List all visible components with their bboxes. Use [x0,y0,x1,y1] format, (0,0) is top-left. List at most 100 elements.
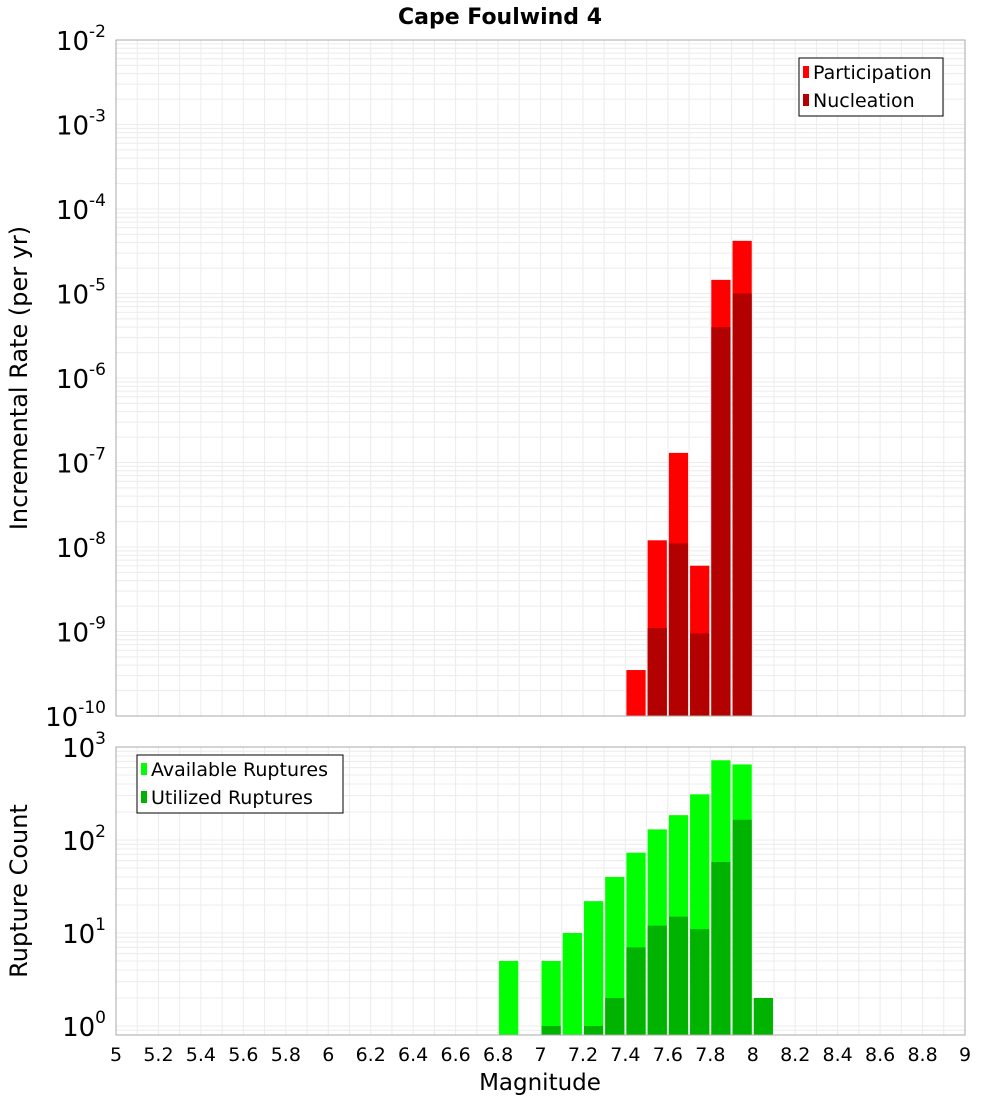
legend-label: Nucleation [813,90,915,112]
bar [668,916,689,1035]
plot-frame [115,746,966,1036]
y-axis-label: Incremental Rate (per yr) [5,226,33,530]
x-tick-label: 6.6 [440,1044,470,1066]
bar [499,960,519,1035]
bar [732,819,752,1035]
y-tick-exponent: 3 [95,729,106,749]
bar [647,925,667,1035]
y-tick-label: 10-6 [56,360,106,395]
y-tick-exponent: 1 [95,915,106,935]
y-tick-label: 102 [62,822,106,857]
y-tick-exponent: -2 [89,22,106,42]
bar [711,327,731,716]
x-tick-label: 7.6 [653,1044,683,1066]
bar [732,293,752,716]
y-tick-label: 10-4 [56,191,106,226]
y-tick-label: 10-9 [56,614,106,649]
y-tick-label: 10-2 [56,22,106,57]
y-tick-label: 10-3 [56,107,106,142]
bar [541,960,561,1035]
x-tick-label: 6 [322,1044,334,1066]
y-tick-base: 10 [62,827,95,857]
x-tick-label: 5.4 [186,1044,216,1066]
bar [605,997,625,1035]
x-tick-label: 8 [747,1044,759,1066]
y-tick-label: 103 [62,729,106,764]
legend-label: Available Ruptures [151,759,328,781]
y-tick-exponent: -5 [89,276,106,296]
legend-swatch [141,791,147,803]
y-tick-exponent: 0 [95,1008,106,1028]
y-tick-base: 10 [56,619,89,649]
plot-frame [115,39,966,717]
bar [647,628,667,716]
grid-lines [115,40,966,717]
y-tick-exponent: -6 [89,360,106,380]
bar [583,1025,604,1035]
x-tick-label: 8.6 [865,1044,895,1066]
x-tick-label: 6.4 [398,1044,428,1066]
bar [626,670,646,716]
x-tick-label: 9 [959,1044,971,1066]
x-tick-label: 6.8 [483,1044,513,1066]
x-tick-label: 6.2 [356,1044,386,1066]
series-1 [647,293,752,716]
legend-swatch [803,94,809,106]
bar [626,947,646,1035]
legend-swatch [141,763,147,775]
bar [690,633,710,716]
y-tick-base: 10 [56,196,89,226]
y-tick-exponent: 2 [95,822,106,842]
y-tick-base: 10 [45,703,78,733]
y-tick-label: 10-8 [56,529,106,564]
x-tick-label: 8.2 [780,1044,810,1066]
legend-box [798,57,944,117]
y-tick-base: 10 [62,920,95,950]
legend-label: Utilized Ruptures [151,787,313,809]
y-tick-base: 10 [62,734,95,764]
x-axis-label: Magnitude [479,1070,601,1096]
bar [605,877,625,1035]
x-tick-label: 8.4 [823,1044,853,1066]
x-tick-label: 7 [534,1044,546,1066]
y-tick-label: 101 [62,915,106,950]
y-tick-label: 100 [62,1008,106,1043]
y-tick-base: 10 [56,534,89,564]
y-tick-base: 10 [56,450,89,480]
bar [668,543,689,716]
y-tick-exponent: -8 [89,529,106,549]
y-tick-base: 10 [56,27,89,57]
chart-title: Cape Foulwind 4 [398,5,602,30]
x-tick-label: 7.2 [568,1044,598,1066]
bar [753,997,773,1035]
x-tick-label: 7.4 [610,1044,640,1066]
y-tick-base: 10 [56,281,89,311]
x-tick-label: 5.6 [228,1044,258,1066]
bar [690,929,710,1035]
bar [583,901,604,1035]
x-tick-label: 7.8 [695,1044,725,1066]
x-tick-label: 8.8 [907,1044,937,1066]
y-tick-base: 10 [56,365,89,395]
legend-0: Participation Nucleation [798,57,944,117]
legend-box [136,754,344,814]
series-1 [541,819,773,1035]
y-tick-label: 10-5 [56,276,106,311]
bar [711,861,731,1035]
panel-0: 10-1010-910-810-710-610-510-410-310-2Inc… [5,22,966,733]
y-axis-label: Rupture Count [5,804,33,978]
x-tick-label: 5.8 [271,1044,301,1066]
y-tick-base: 10 [62,1013,95,1043]
y-tick-exponent: -9 [89,614,106,634]
y-tick-label: 10-7 [56,445,106,480]
y-tick-exponent: -7 [89,445,106,465]
y-tick-label: 10-10 [45,698,106,733]
legend-1: Available Ruptures Utilized Ruptures [136,754,344,814]
y-tick-exponent: -10 [78,698,106,718]
x-tick-label: 5.2 [143,1044,173,1066]
y-tick-base: 10 [56,112,89,142]
bar [541,1025,561,1035]
